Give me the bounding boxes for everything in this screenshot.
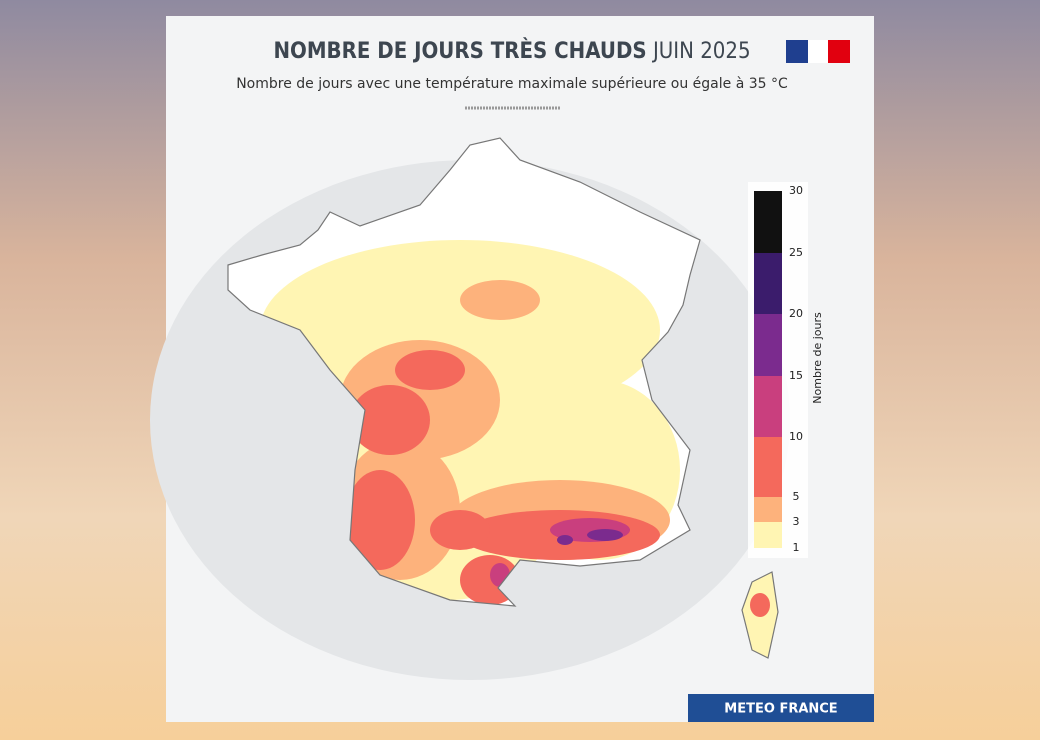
legend-tick-label: 3 [793,515,800,528]
legend-tick-label: 10 [789,430,803,443]
legend-tick-label: 30 [789,184,803,197]
brand: METEO FRANCE [724,702,837,717]
legend-tick-label: 20 [789,307,803,320]
flag-logo [786,40,850,63]
legend-tick-label: 5 [793,490,800,503]
legend-tick-label: 25 [789,246,803,259]
legend-band [754,253,782,314]
legend-band [754,437,782,497]
legend-band [754,314,782,376]
subtitle: Nombre de jours avec une température max… [236,76,788,92]
legend-title: Nombre de jours [811,312,824,404]
legend-band [754,191,782,253]
legend-tick-label: 1 [793,541,800,554]
brand-box [688,694,874,722]
legend-tick-label: 15 [789,369,803,382]
legend-band [754,522,782,548]
legend-band [754,497,782,522]
legend: 1 3 5 10 15 20 25 30 [748,182,808,558]
legend-band [754,376,782,437]
title: NOMBRE DE JOURS TRÈS CHAUDS JUIN 2025 [273,38,750,64]
